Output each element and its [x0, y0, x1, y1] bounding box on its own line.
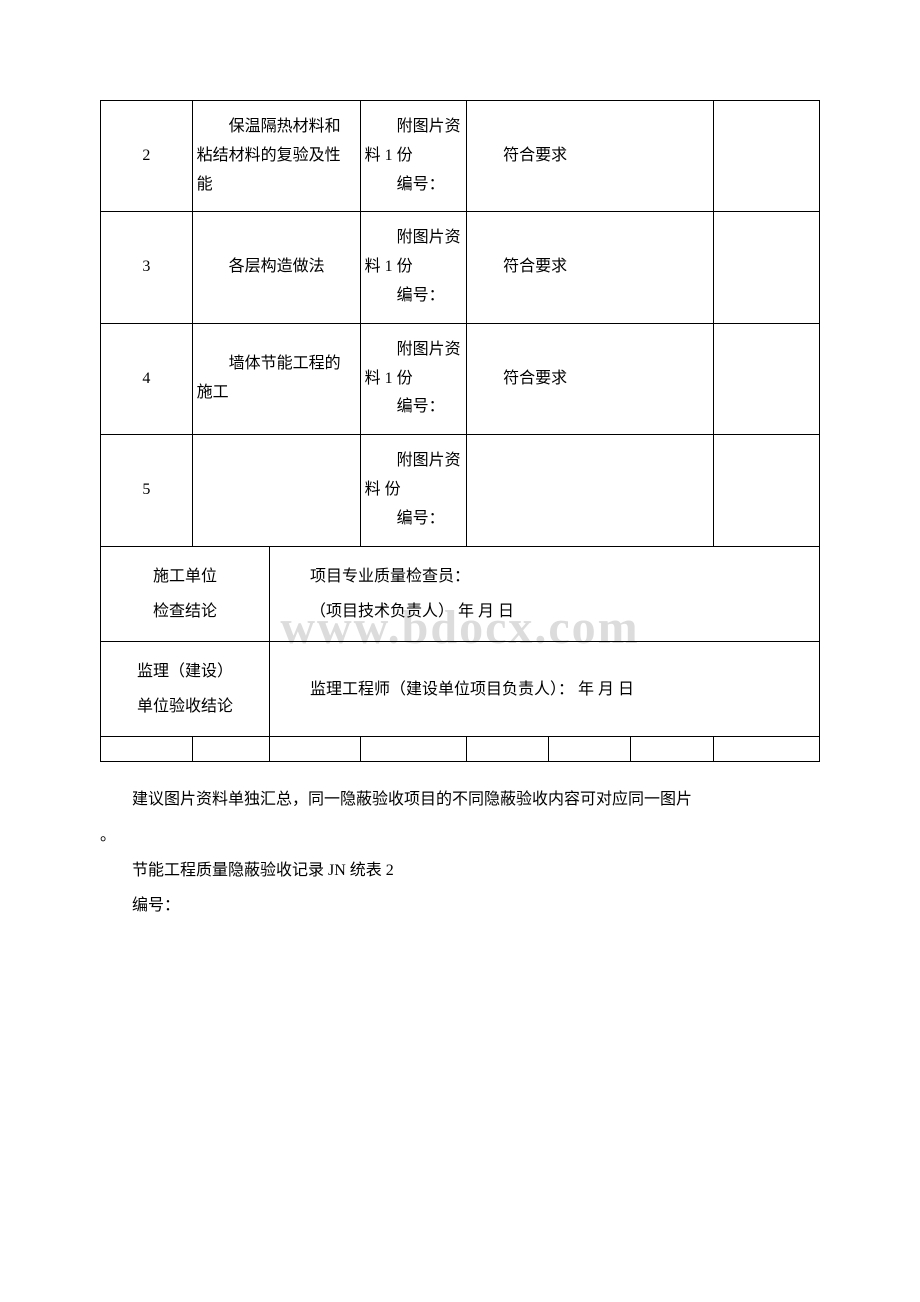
attachment-info: 附图片资料 1 份 编号： — [360, 212, 466, 323]
result-cell: 符合要求 — [467, 212, 713, 323]
attachment-info: 附图片资料 1 份 编号： — [360, 101, 466, 212]
blank-cell — [101, 737, 193, 762]
blank-cell — [713, 101, 819, 212]
row-number: 4 — [101, 323, 193, 434]
blank-cell — [360, 737, 466, 762]
attach-line: 附图片资料 份 — [365, 447, 462, 505]
result-cell: 符合要求 — [467, 323, 713, 434]
footer-row — [101, 737, 820, 762]
note-line: 编号： — [100, 888, 820, 923]
conclusion-row: 施工单位检查结论 项目专业质量检查员：（项目技术负责人） 年 月 日 — [101, 546, 820, 641]
note-line: 建议图片资料单独汇总，同一隐蔽验收项目的不同隐蔽验收内容可对应同一图片 — [100, 782, 820, 817]
note-line: 。 — [100, 818, 820, 853]
attachment-info: 附图片资料 1 份 编号： — [360, 323, 466, 434]
conclusion-row: 监理（建设）单位验收结论 监理工程师（建设单位项目负责人）： 年 月 日 — [101, 641, 820, 736]
blank-cell — [467, 737, 549, 762]
blank-cell — [713, 323, 819, 434]
table-row: 4 墙体节能工程的施工 附图片资料 1 份 编号： 符合要求 — [101, 323, 820, 434]
supervision-conclusion-label: 监理（建设）单位验收结论 — [101, 641, 270, 736]
attach-number: 编号： — [365, 282, 462, 311]
inspection-item: 保温隔热材料和粘结材料的复验及性能 — [192, 101, 360, 212]
row-number: 2 — [101, 101, 193, 212]
attach-line: 附图片资料 1 份 — [365, 113, 462, 171]
table-row: 5 附图片资料 份 编号： — [101, 435, 820, 546]
table-row: 2 保温隔热材料和粘结材料的复验及性能 附图片资料 1 份 编号： 符合要求 — [101, 101, 820, 212]
blank-cell — [631, 737, 713, 762]
blank-cell — [549, 737, 631, 762]
attach-number: 编号： — [365, 171, 462, 200]
supervision-conclusion-content: 监理工程师（建设单位项目负责人）： 年 月 日 — [269, 641, 819, 736]
footer-notes: 建议图片资料单独汇总，同一隐蔽验收项目的不同隐蔽验收内容可对应同一图片 。 节能… — [100, 782, 820, 923]
row-number: 5 — [101, 435, 193, 546]
note-line: 节能工程质量隐蔽验收记录 JN 统表 2 — [100, 853, 820, 888]
blank-cell — [192, 737, 269, 762]
table-row: 3 各层构造做法 附图片资料 1 份 编号： 符合要求 — [101, 212, 820, 323]
inspection-table: 2 保温隔热材料和粘结材料的复验及性能 附图片资料 1 份 编号： 符合要求 3… — [100, 100, 820, 762]
attach-number: 编号： — [365, 505, 462, 534]
blank-cell — [713, 212, 819, 323]
row-number: 3 — [101, 212, 193, 323]
attachment-info: 附图片资料 份 编号： — [360, 435, 466, 546]
inspection-item — [192, 435, 360, 546]
construction-conclusion-label: 施工单位检查结论 — [101, 546, 270, 641]
result-cell — [467, 435, 713, 546]
attach-line: 附图片资料 1 份 — [365, 336, 462, 394]
inspection-item: 各层构造做法 — [192, 212, 360, 323]
blank-cell — [713, 737, 819, 762]
attach-number: 编号： — [365, 393, 462, 422]
attach-line: 附图片资料 1 份 — [365, 224, 462, 282]
inspection-item: 墙体节能工程的施工 — [192, 323, 360, 434]
construction-conclusion-content: 项目专业质量检查员：（项目技术负责人） 年 月 日 — [269, 546, 819, 641]
result-cell: 符合要求 — [467, 101, 713, 212]
blank-cell — [269, 737, 360, 762]
blank-cell — [713, 435, 819, 546]
